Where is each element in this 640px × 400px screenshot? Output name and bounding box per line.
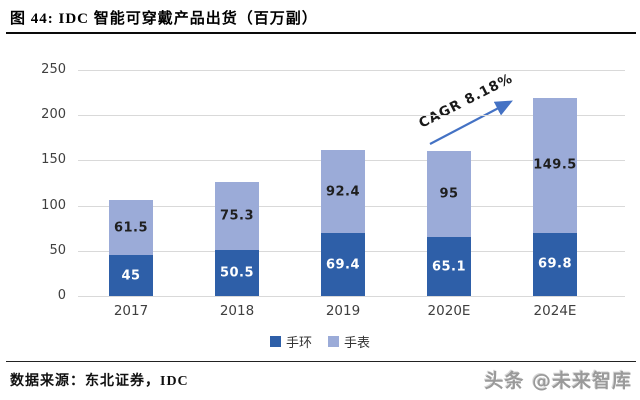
bar-value-label: 69.8	[537, 256, 573, 272]
x-axis-label: 2024E	[533, 303, 577, 319]
title-divider	[6, 32, 636, 34]
bar-segment-手环: 50.5	[215, 250, 259, 296]
bar-value-label: 75.3	[219, 208, 255, 224]
bar-value-label: 69.4	[325, 257, 361, 273]
bar-segment-手环: 65.1	[427, 237, 471, 296]
legend-swatch	[269, 336, 281, 347]
legend-swatch	[328, 336, 339, 347]
gridline	[78, 70, 625, 71]
bar-segment-手表: 92.4	[321, 149, 365, 234]
legend-label: 手表	[344, 336, 371, 351]
bar-value-label: 149.5	[533, 157, 577, 173]
chart: CAGR 8.18% 45 61.5 50.5 75.3 69.4 92.4 65.1 95 6…	[0, 55, 640, 355]
bar-segment-手环: 45	[109, 255, 153, 296]
y-axis-tick: 250	[41, 62, 66, 77]
y-axis-tick: 0	[57, 288, 66, 303]
cagr-arrow-line	[429, 100, 513, 145]
y-axis-tick: 150	[41, 152, 66, 168]
legend-label: 手环	[285, 336, 312, 351]
bar-segment-手表: 75.3	[215, 182, 259, 251]
plot-area: 45 61.5 50.5 75.3 69.4 92.4 65.1 95 69.8 149.5	[78, 70, 625, 297]
chart-legend: 手环 手表	[0, 332, 640, 351]
y-axis-tick: 100	[41, 197, 66, 213]
y-axis-tick: 50	[49, 242, 66, 258]
data-source: 数据来源：东北证券，IDC	[10, 374, 189, 389]
bar-value-label: 65.1	[431, 259, 467, 275]
bar-value-label: 45	[121, 268, 141, 284]
bar-value-label: 95	[439, 186, 459, 202]
legend-item-手环: 手环	[269, 332, 312, 351]
gridline	[78, 115, 625, 117]
gridline	[78, 296, 625, 297]
bar-segment-手表: 61.5	[109, 199, 153, 256]
footer-divider	[6, 361, 636, 362]
bar-segment-手表: 95	[427, 151, 471, 238]
legend-item-手表: 手表	[328, 332, 370, 351]
x-axis-label: 2018	[219, 303, 255, 319]
watermark: 头条 @未来智库	[484, 370, 632, 392]
x-axis-label: 2017	[113, 303, 149, 319]
figure-title: 图 44: IDC 智能可穿戴产品出货（百万副）	[10, 11, 318, 27]
bar-segment-手环: 69.8	[533, 232, 577, 296]
bar-value-label: 92.4	[325, 184, 361, 199]
bar-segment-手表: 149.5	[533, 97, 577, 233]
cagr-arrow	[429, 100, 513, 145]
bar-segment-手环: 69.4	[321, 233, 365, 296]
x-axis-label: 2020E	[427, 303, 471, 319]
bar-value-label: 61.5	[113, 220, 149, 236]
x-axis-label: 2019	[325, 303, 361, 319]
y-axis-tick: 200	[41, 107, 66, 123]
bar-value-label: 50.5	[219, 265, 255, 281]
